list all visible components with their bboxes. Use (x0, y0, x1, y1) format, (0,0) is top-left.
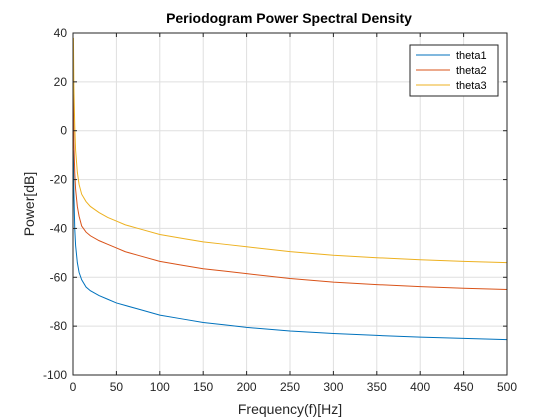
x-tick-label: 150 (193, 380, 213, 394)
x-tick-label: 500 (497, 380, 517, 394)
y-tick-label: -80 (50, 319, 68, 333)
y-axis-label: Power[dB] (21, 172, 37, 237)
y-tick-label: -20 (50, 173, 68, 187)
x-tick-label: 0 (70, 380, 77, 394)
x-axis-label: Frequency(f)[Hz] (238, 401, 342, 417)
series-line-theta1 (73, 150, 507, 341)
y-tick-label: 20 (54, 75, 68, 89)
y-tick-label: 0 (60, 124, 67, 138)
chart-title: Periodogram Power Spectral Density (166, 10, 412, 26)
legend-label-theta3: theta3 (456, 80, 487, 92)
x-tick-label: 50 (110, 380, 124, 394)
legend-label-theta2: theta2 (456, 65, 487, 77)
y-tick-label: -100 (43, 368, 67, 382)
x-tick-label: 100 (150, 380, 170, 394)
legend: theta1 theta2 theta3 (409, 44, 499, 97)
x-tick-label: 200 (237, 380, 257, 394)
x-tick-label: 250 (280, 380, 300, 394)
x-tick-label: 350 (367, 380, 387, 394)
legend-label-theta1: theta1 (456, 50, 487, 62)
series-layer (73, 37, 507, 341)
y-tick-label: -60 (50, 270, 68, 284)
x-tick-label: 400 (410, 380, 430, 394)
series-line-theta3 (73, 37, 507, 264)
y-tick-label: -40 (50, 221, 68, 235)
x-tick-label: 450 (454, 380, 474, 394)
ticks: 0 50 100 150 200 250 300 350 400 450 500-100-80-60… (43, 26, 517, 394)
x-tick-label: 300 (323, 380, 343, 394)
grid (73, 33, 507, 375)
y-tick-label: 40 (54, 26, 68, 40)
series-line-theta2 (73, 94, 507, 290)
